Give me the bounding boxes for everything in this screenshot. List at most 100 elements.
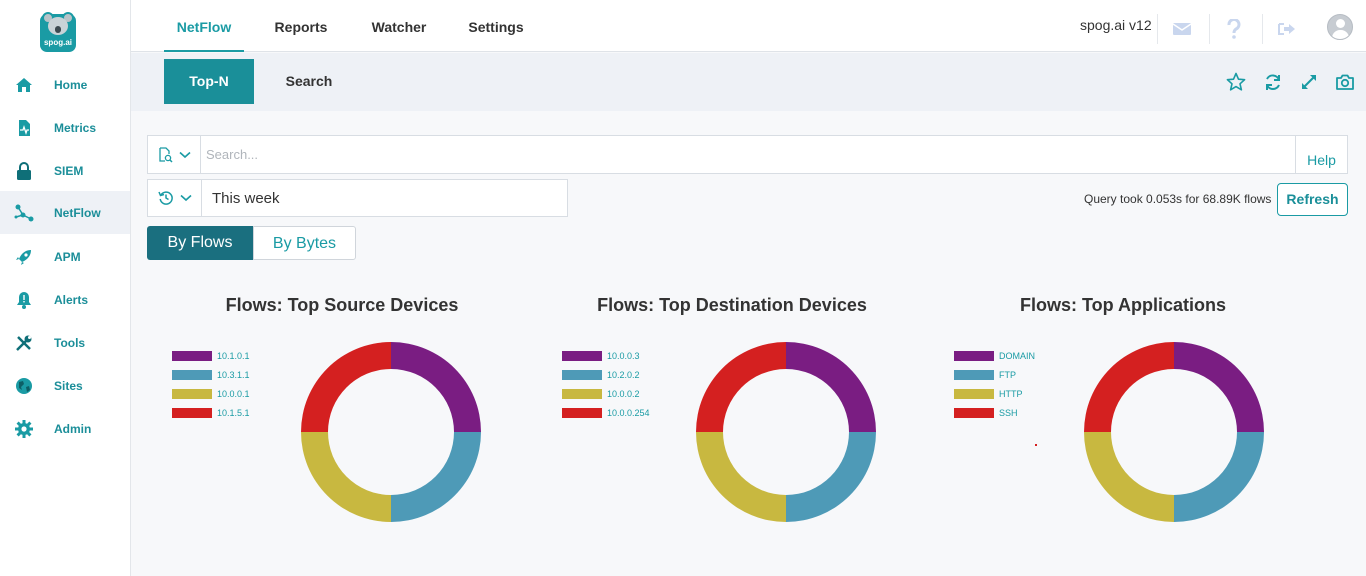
tab-watcher[interactable]: Watcher bbox=[371, 19, 427, 35]
legend-label: 10.0.0.1 bbox=[217, 389, 250, 399]
by-bytes-button[interactable]: By Bytes bbox=[253, 226, 356, 260]
spog-logo[interactable]: spog.ai bbox=[40, 12, 76, 52]
chart-top-source-devices: Flows: Top Source Devices 10.1.0.1 10.3.1… bbox=[152, 290, 532, 540]
donut-slice-10-0-0-2[interactable] bbox=[696, 432, 786, 522]
donut-slice-domain[interactable] bbox=[1174, 342, 1264, 432]
refresh-icon[interactable] bbox=[1262, 71, 1284, 93]
donut-slice-http[interactable] bbox=[1084, 432, 1174, 522]
donut-slice-10-0-0-1[interactable] bbox=[301, 432, 391, 522]
donut-slice-ftp[interactable] bbox=[1174, 432, 1264, 522]
mail-icon[interactable] bbox=[1157, 14, 1205, 44]
donut-slice-10-3-1-1[interactable] bbox=[391, 432, 481, 522]
help-button[interactable]: Help bbox=[1295, 136, 1347, 173]
donut-chart bbox=[1084, 342, 1264, 522]
sidebar-item-label: Sites bbox=[54, 378, 83, 393]
chevron-down-icon bbox=[179, 194, 192, 202]
search-input[interactable] bbox=[203, 136, 1295, 173]
donut-slice-10-1-5-1[interactable] bbox=[301, 342, 391, 432]
legend-item[interactable]: 10.0.0.254 bbox=[562, 408, 650, 418]
donut-slice-ssh[interactable] bbox=[1084, 342, 1174, 432]
sidebar-item-label: Tools bbox=[54, 335, 86, 350]
query-stats: Query took 0.053s for 68.89K flows bbox=[1084, 192, 1272, 206]
sidebar: spog.ai Home Metrics SIEM NetFlow APM bbox=[0, 0, 131, 576]
sidebar-item-metrics[interactable]: Metrics bbox=[0, 106, 130, 149]
time-range-selector[interactable]: This week bbox=[147, 179, 568, 217]
legend-label: 10.1.0.1 bbox=[217, 351, 250, 361]
legend-swatch bbox=[172, 370, 212, 380]
rocket-icon bbox=[13, 246, 35, 268]
globe-icon bbox=[13, 375, 35, 397]
legend-item[interactable]: 10.2.0.2 bbox=[562, 370, 640, 380]
chart-title: Flows: Top Source Devices bbox=[225, 295, 459, 315]
chevron-down-icon bbox=[179, 151, 191, 158]
donut-slice-10-0-0-3[interactable] bbox=[786, 342, 876, 432]
legend-label: FTP bbox=[999, 370, 1016, 380]
help-icon[interactable] bbox=[1209, 14, 1257, 44]
legend-item[interactable]: 10.0.0.1 bbox=[172, 389, 250, 399]
donut-chart bbox=[696, 342, 876, 522]
legend-swatch bbox=[172, 351, 212, 361]
legend-label: SSH bbox=[999, 408, 1018, 418]
legend-item[interactable]: HTTP bbox=[954, 389, 1023, 399]
legend-item[interactable]: 10.0.0.3 bbox=[562, 351, 640, 361]
gear-icon bbox=[13, 418, 35, 440]
legend-label: 10.0.0.2 bbox=[607, 389, 640, 399]
legend-item[interactable]: SSH bbox=[954, 408, 1018, 418]
metrics-icon bbox=[13, 117, 35, 139]
legend-label: 10.3.1.1 bbox=[217, 370, 250, 380]
bell-icon bbox=[13, 289, 35, 311]
legend-swatch bbox=[954, 389, 994, 399]
user-avatar[interactable] bbox=[1327, 14, 1353, 40]
donut-slice-10-2-0-2[interactable] bbox=[786, 432, 876, 522]
legend-item[interactable]: DOMAIN bbox=[954, 351, 1035, 361]
sidebar-item-netflow[interactable]: NetFlow bbox=[0, 191, 130, 234]
legend-item[interactable]: 10.0.0.2 bbox=[562, 389, 640, 399]
camera-icon[interactable] bbox=[1334, 71, 1356, 93]
sidebar-item-home[interactable]: Home bbox=[0, 63, 130, 106]
legend-label: DOMAIN bbox=[999, 351, 1035, 361]
sidebar-item-alerts[interactable]: Alerts bbox=[0, 278, 130, 321]
time-range-value[interactable]: This week bbox=[212, 190, 280, 207]
time-range-dropdown[interactable] bbox=[148, 180, 202, 216]
legend-item[interactable]: FTP bbox=[954, 370, 1016, 380]
sidebar-item-label: Metrics bbox=[54, 120, 97, 135]
chart-top-applications: Flows: Top Applications DOMAIN FTP HTTP SSH bbox=[933, 290, 1313, 540]
chart-title: Flows: Top Applications bbox=[1020, 295, 1226, 315]
legend-swatch bbox=[562, 408, 602, 418]
expand-icon[interactable] bbox=[1298, 71, 1320, 93]
star-icon[interactable] bbox=[1225, 71, 1247, 93]
sub-navbar: Top-N Search bbox=[131, 53, 1366, 111]
chart-artifact-dot bbox=[1035, 444, 1037, 446]
sidebar-item-apm[interactable]: APM bbox=[0, 235, 130, 278]
legend-swatch bbox=[954, 370, 994, 380]
donut-slice-10-0-0-254[interactable] bbox=[696, 342, 786, 432]
legend-swatch bbox=[172, 389, 212, 399]
donut-slice-10-1-0-1[interactable] bbox=[391, 342, 481, 432]
sidebar-item-label: NetFlow bbox=[54, 205, 101, 220]
legend-label: 10.0.0.254 bbox=[607, 408, 650, 418]
legend-item[interactable]: 10.1.0.1 bbox=[172, 351, 250, 361]
logout-icon[interactable] bbox=[1262, 14, 1310, 44]
tab-search[interactable]: Search bbox=[285, 73, 333, 89]
legend-swatch bbox=[562, 389, 602, 399]
search-type-dropdown[interactable] bbox=[148, 136, 201, 173]
tab-reports[interactable]: Reports bbox=[274, 19, 328, 35]
legend-item[interactable]: 10.1.5.1 bbox=[172, 408, 250, 418]
sidebar-item-label: Admin bbox=[54, 421, 92, 436]
sidebar-item-label: SIEM bbox=[54, 163, 84, 178]
tab-top-n[interactable]: Top-N bbox=[164, 59, 254, 104]
sidebar-item-sites[interactable]: Sites bbox=[0, 364, 130, 407]
refresh-button[interactable]: Refresh bbox=[1277, 183, 1348, 216]
logo-brand-text: spog.ai bbox=[43, 38, 72, 47]
lock-icon bbox=[13, 160, 35, 182]
tab-netflow[interactable]: NetFlow bbox=[164, 0, 244, 52]
by-flows-button[interactable]: By Flows bbox=[147, 226, 253, 260]
tab-settings[interactable]: Settings bbox=[468, 19, 524, 35]
legend-item[interactable]: 10.3.1.1 bbox=[172, 370, 250, 380]
legend-swatch bbox=[562, 370, 602, 380]
sidebar-item-admin[interactable]: Admin bbox=[0, 407, 130, 450]
sidebar-item-siem[interactable]: SIEM bbox=[0, 149, 130, 192]
sidebar-item-tools[interactable]: Tools bbox=[0, 321, 130, 364]
koala-nose-icon bbox=[55, 26, 61, 33]
metric-toggle: By Flows By Bytes bbox=[147, 226, 356, 260]
